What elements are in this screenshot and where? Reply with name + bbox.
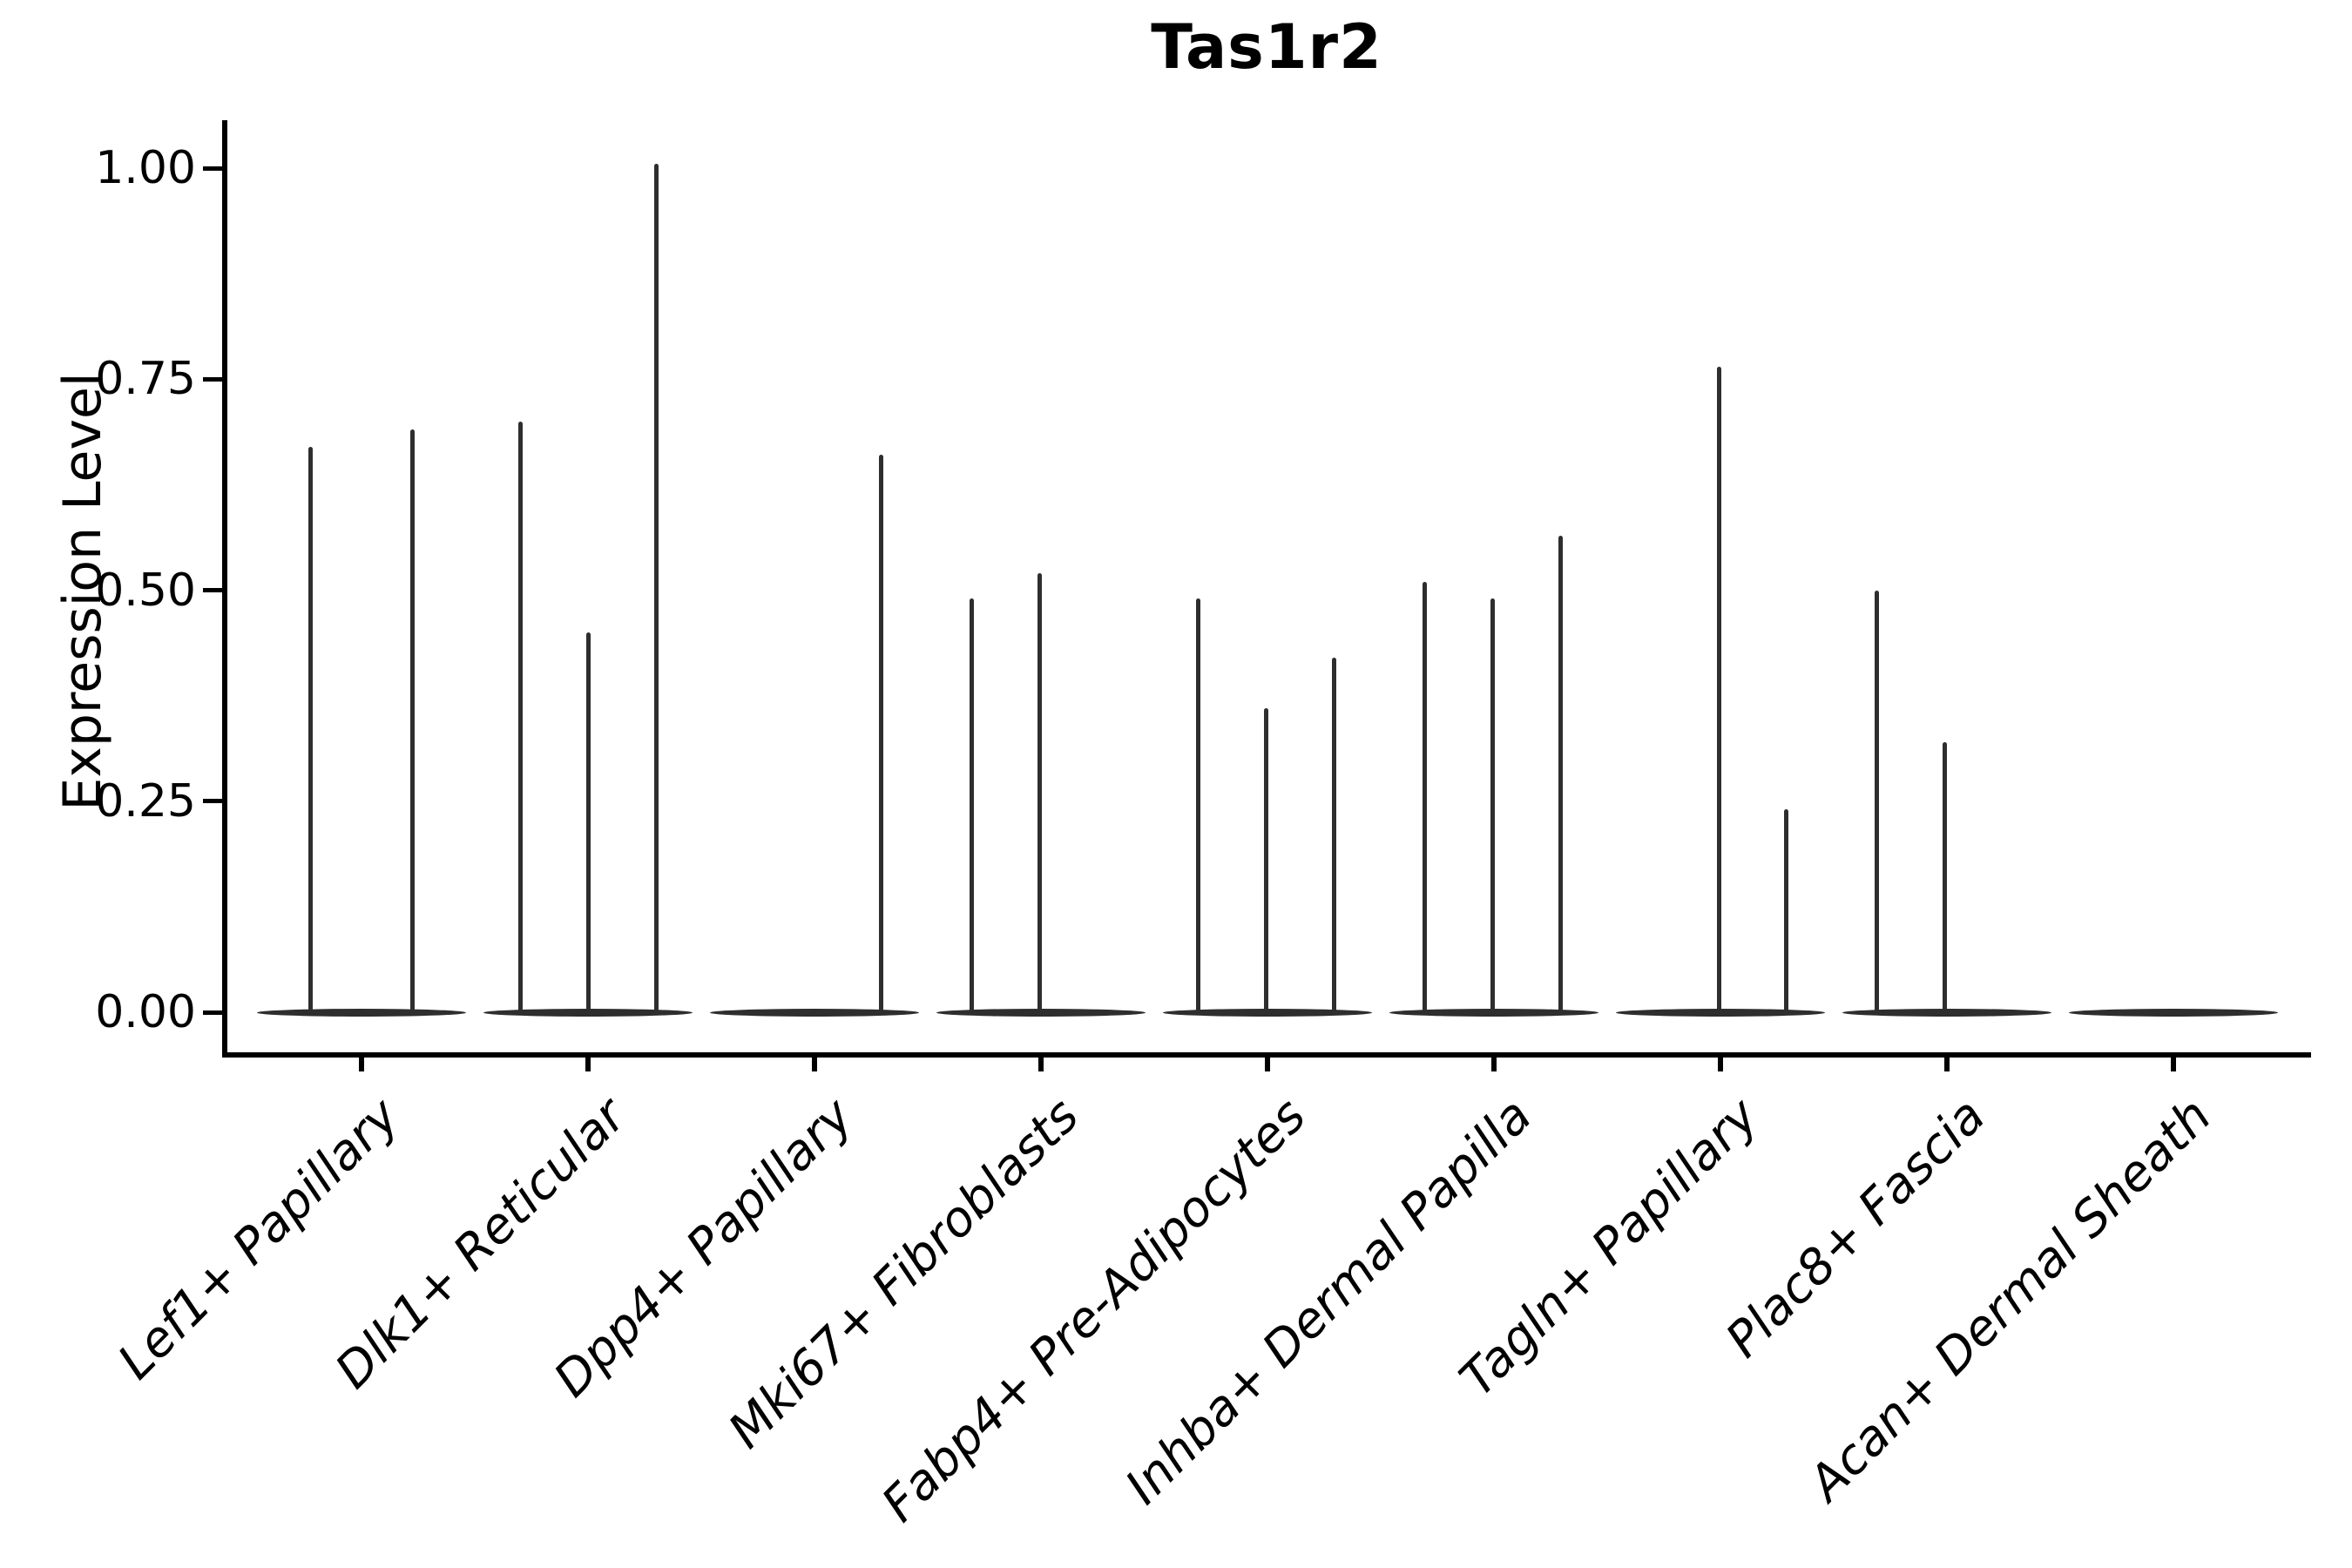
x-tick-mark (1944, 1058, 1950, 1071)
y-axis-line (222, 120, 227, 1058)
violin-spike (1558, 535, 1563, 1012)
y-tick-label: 0.00 (95, 986, 196, 1038)
violin-spike (1037, 573, 1042, 1012)
x-tick-mark (1038, 1058, 1044, 1071)
x-tick-mark (1265, 1058, 1270, 1071)
violin-base (1389, 1008, 1598, 1017)
x-tick-mark (2171, 1058, 2176, 1071)
violin-base (936, 1008, 1146, 1017)
violin-base (1616, 1008, 1825, 1017)
violin-base (1842, 1008, 2051, 1017)
y-tick-label: 0.25 (95, 774, 196, 828)
violin-spike (308, 446, 313, 1012)
violin-spike (1195, 598, 1200, 1012)
violin-spike (969, 598, 974, 1012)
y-tick-label: 0.75 (95, 353, 196, 406)
x-tick-mark (1718, 1058, 1723, 1071)
violin-spike (1783, 809, 1788, 1012)
y-tick-label: 1.00 (95, 142, 196, 194)
y-tick-label: 0.50 (95, 564, 196, 617)
violin-spike (1716, 366, 1721, 1012)
violin-spike (1422, 581, 1427, 1012)
violin-spike (653, 164, 659, 1012)
y-tick-mark (203, 376, 222, 382)
violin-base (257, 1008, 466, 1017)
chart-title: Tas1r2 (1151, 11, 1382, 83)
violin-base (1163, 1008, 1372, 1017)
violin-base (710, 1008, 919, 1017)
y-tick-mark (203, 1010, 222, 1015)
x-tick-mark (1491, 1058, 1497, 1071)
y-tick-mark (203, 799, 222, 804)
violin-spike (1874, 590, 1879, 1012)
y-tick-mark (203, 588, 222, 592)
violin-spike (878, 455, 883, 1012)
x-axis-line (222, 1052, 2311, 1058)
violin-spike (1490, 598, 1495, 1012)
violin-spike (1942, 741, 1947, 1012)
x-tick-label: Inhba+ Dermal Papilla (1115, 1087, 1544, 1516)
x-tick-mark (359, 1058, 364, 1071)
x-tick-mark (812, 1058, 817, 1071)
violin-spike (409, 429, 415, 1012)
x-tick-label: Acan+ Dermal Sheath (1798, 1087, 2223, 1512)
violin-base (2069, 1008, 2278, 1017)
x-tick-label: Fabp4+ Pre-Adipocytes (871, 1087, 1317, 1533)
violin-base (483, 1008, 693, 1017)
y-tick-mark (203, 166, 222, 171)
violin-spike (1331, 658, 1336, 1012)
violin-spike (1263, 708, 1268, 1012)
x-tick-mark (585, 1058, 591, 1071)
violin-spike (517, 421, 523, 1012)
violin-spike (585, 632, 591, 1012)
